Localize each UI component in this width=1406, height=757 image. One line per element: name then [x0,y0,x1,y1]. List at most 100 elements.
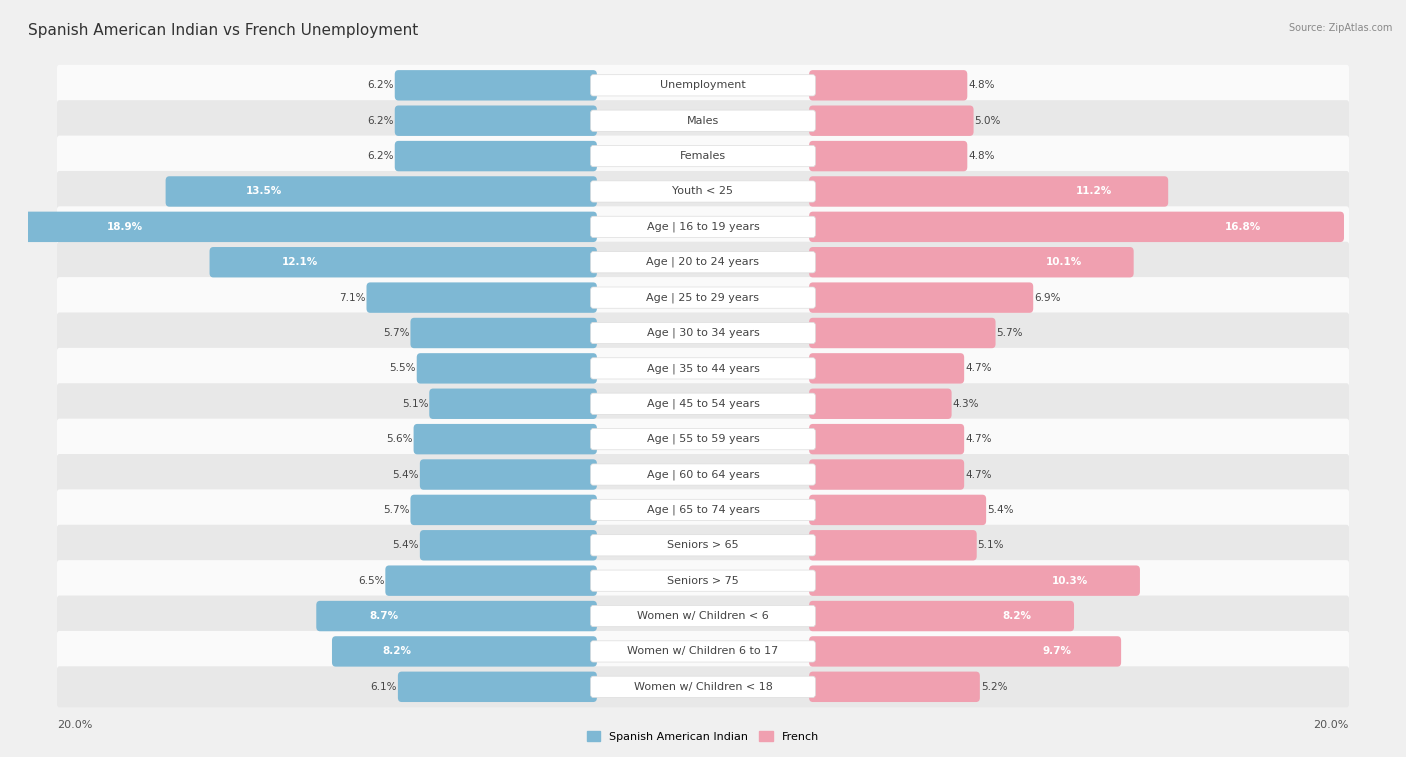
FancyBboxPatch shape [413,424,598,454]
Text: 8.7%: 8.7% [370,611,398,621]
Text: 5.2%: 5.2% [981,682,1007,692]
Text: Age | 60 to 64 years: Age | 60 to 64 years [647,469,759,480]
Text: 10.1%: 10.1% [1046,257,1083,267]
FancyBboxPatch shape [808,105,973,136]
FancyBboxPatch shape [591,606,815,627]
FancyBboxPatch shape [58,207,1348,248]
FancyBboxPatch shape [411,318,598,348]
FancyBboxPatch shape [591,217,815,238]
FancyBboxPatch shape [808,459,965,490]
FancyBboxPatch shape [411,494,598,525]
FancyBboxPatch shape [58,383,1348,424]
Text: 16.8%: 16.8% [1225,222,1261,232]
FancyBboxPatch shape [591,676,815,697]
Text: Males: Males [688,116,718,126]
Text: 4.8%: 4.8% [969,80,994,90]
FancyBboxPatch shape [58,241,1348,283]
FancyBboxPatch shape [58,313,1348,354]
FancyBboxPatch shape [591,251,815,273]
Text: 6.9%: 6.9% [1035,293,1060,303]
FancyBboxPatch shape [316,601,598,631]
FancyBboxPatch shape [395,70,598,101]
FancyBboxPatch shape [591,428,815,450]
FancyBboxPatch shape [385,565,598,596]
Text: 5.1%: 5.1% [977,540,1004,550]
Text: 5.7%: 5.7% [382,505,409,515]
FancyBboxPatch shape [808,247,1133,278]
FancyBboxPatch shape [58,596,1348,637]
FancyBboxPatch shape [58,419,1348,459]
FancyBboxPatch shape [808,212,1344,242]
Text: 5.5%: 5.5% [389,363,416,373]
Text: Seniors > 75: Seniors > 75 [666,575,740,586]
Text: Seniors > 65: Seniors > 65 [668,540,738,550]
FancyBboxPatch shape [58,489,1348,531]
FancyBboxPatch shape [58,65,1348,106]
FancyBboxPatch shape [58,666,1348,707]
Text: Spanish American Indian vs French Unemployment: Spanish American Indian vs French Unempl… [28,23,419,38]
Text: 12.1%: 12.1% [281,257,318,267]
Text: 11.2%: 11.2% [1076,186,1112,197]
FancyBboxPatch shape [591,181,815,202]
FancyBboxPatch shape [367,282,598,313]
FancyBboxPatch shape [429,388,598,419]
Text: 8.2%: 8.2% [1002,611,1032,621]
FancyBboxPatch shape [58,454,1348,495]
Text: 5.7%: 5.7% [997,328,1024,338]
FancyBboxPatch shape [420,459,598,490]
Text: 4.7%: 4.7% [965,469,991,479]
FancyBboxPatch shape [591,322,815,344]
Text: 10.3%: 10.3% [1052,575,1088,586]
FancyBboxPatch shape [591,287,815,308]
Text: Women w/ Children < 6: Women w/ Children < 6 [637,611,769,621]
FancyBboxPatch shape [58,525,1348,565]
FancyBboxPatch shape [395,105,598,136]
FancyBboxPatch shape [591,641,815,662]
FancyBboxPatch shape [808,141,967,171]
FancyBboxPatch shape [808,282,1033,313]
FancyBboxPatch shape [0,212,598,242]
Text: 5.0%: 5.0% [974,116,1001,126]
Text: 5.4%: 5.4% [392,469,419,479]
FancyBboxPatch shape [332,636,598,667]
Text: 6.5%: 6.5% [359,575,384,586]
FancyBboxPatch shape [591,358,815,379]
FancyBboxPatch shape [808,388,952,419]
FancyBboxPatch shape [209,247,598,278]
Text: Age | 55 to 59 years: Age | 55 to 59 years [647,434,759,444]
Text: 4.7%: 4.7% [965,435,991,444]
FancyBboxPatch shape [591,464,815,485]
Text: Age | 30 to 34 years: Age | 30 to 34 years [647,328,759,338]
FancyBboxPatch shape [591,393,815,414]
FancyBboxPatch shape [808,318,995,348]
Text: 4.3%: 4.3% [952,399,979,409]
Text: 6.2%: 6.2% [367,151,394,161]
FancyBboxPatch shape [808,671,980,702]
Text: Age | 16 to 19 years: Age | 16 to 19 years [647,222,759,232]
Text: Age | 45 to 54 years: Age | 45 to 54 years [647,398,759,409]
Text: Females: Females [681,151,725,161]
FancyBboxPatch shape [808,176,1168,207]
Text: Age | 65 to 74 years: Age | 65 to 74 years [647,505,759,516]
Legend: Spanish American Indian, French: Spanish American Indian, French [588,731,818,742]
Text: Age | 35 to 44 years: Age | 35 to 44 years [647,363,759,374]
FancyBboxPatch shape [58,560,1348,601]
Text: Age | 25 to 29 years: Age | 25 to 29 years [647,292,759,303]
FancyBboxPatch shape [591,145,815,167]
Text: 6.2%: 6.2% [367,116,394,126]
Text: 8.2%: 8.2% [382,646,411,656]
FancyBboxPatch shape [808,70,967,101]
FancyBboxPatch shape [591,75,815,96]
FancyBboxPatch shape [808,494,986,525]
Text: Women w/ Children < 18: Women w/ Children < 18 [634,682,772,692]
FancyBboxPatch shape [58,100,1348,142]
FancyBboxPatch shape [398,671,598,702]
Text: 6.2%: 6.2% [367,80,394,90]
FancyBboxPatch shape [58,171,1348,212]
Text: 5.1%: 5.1% [402,399,429,409]
Text: Source: ZipAtlas.com: Source: ZipAtlas.com [1288,23,1392,33]
Text: Women w/ Children 6 to 17: Women w/ Children 6 to 17 [627,646,779,656]
Text: 6.1%: 6.1% [370,682,396,692]
FancyBboxPatch shape [58,631,1348,672]
FancyBboxPatch shape [420,530,598,560]
